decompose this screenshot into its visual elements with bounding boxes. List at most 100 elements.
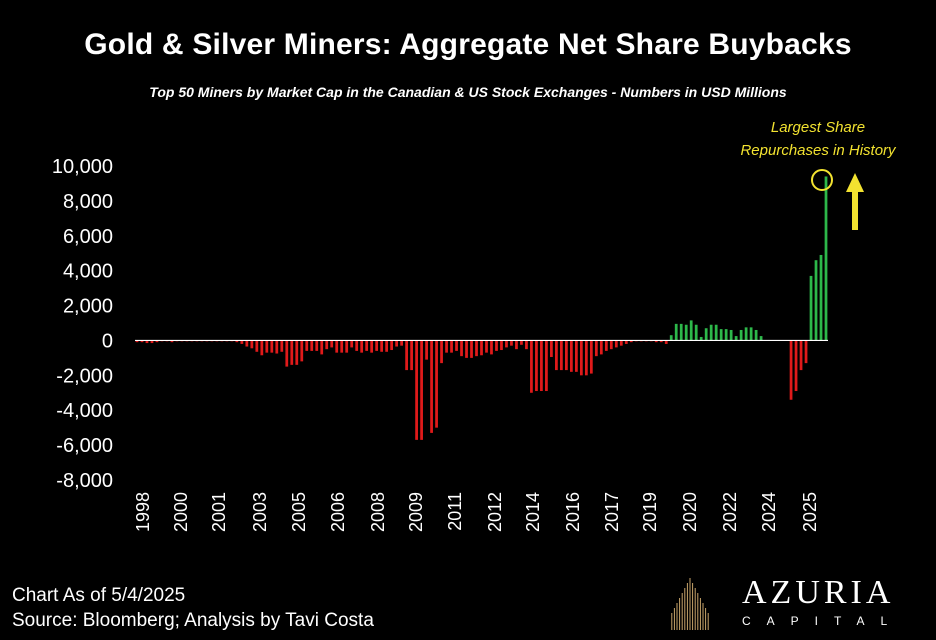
bar	[350, 340, 354, 348]
bar	[455, 340, 458, 351]
x-tick-label: 2020	[680, 492, 700, 532]
y-tick-label: -6,000	[56, 435, 113, 457]
bar	[505, 340, 508, 348]
bar	[430, 340, 433, 433]
bar	[500, 340, 503, 351]
bar	[245, 340, 249, 347]
y-tick-label: 4,000	[63, 261, 113, 283]
bar	[420, 340, 423, 440]
bar	[375, 340, 379, 351]
bar	[475, 340, 478, 357]
bar	[525, 340, 528, 350]
bar	[724, 329, 728, 341]
y-tick-label: -4,000	[56, 400, 113, 422]
bar	[520, 340, 523, 345]
chart-subtitle: Top 50 Miners by Market Cap in the Canad…	[149, 84, 787, 100]
footer-date: Chart As of 5/4/2025	[12, 585, 186, 606]
bar	[490, 340, 493, 355]
bar	[550, 340, 553, 358]
highlight-circle	[811, 169, 833, 191]
bar	[335, 340, 339, 353]
bar	[819, 254, 823, 341]
x-tick-label: 2008	[368, 492, 388, 532]
bar	[255, 340, 259, 352]
bar	[734, 336, 738, 341]
bar	[355, 340, 359, 351]
bar	[275, 340, 279, 354]
x-tick-label: 2001	[209, 492, 229, 532]
bar	[759, 336, 763, 341]
bar	[240, 340, 244, 344]
y-tick-label: -8,000	[56, 470, 113, 492]
bar	[495, 340, 498, 351]
bar	[145, 340, 149, 344]
bar	[619, 340, 623, 346]
x-tick-label: 2024	[759, 492, 779, 532]
bars	[135, 176, 828, 440]
bar	[150, 340, 154, 344]
bar	[300, 340, 304, 362]
bar	[280, 340, 284, 352]
bar	[540, 340, 543, 392]
bar	[305, 340, 309, 351]
y-tick-label: -2,000	[56, 365, 113, 387]
y-axis-ticks: 10,000 8,000 6,000 4,000 2,000 0 -2,000 -4,000 -…	[52, 156, 113, 492]
bar	[535, 340, 538, 392]
bar	[565, 340, 568, 371]
bar	[545, 340, 548, 392]
bar	[135, 340, 139, 343]
bar	[624, 340, 628, 344]
brand-sub: CAPITAL	[742, 614, 904, 628]
bar	[480, 340, 483, 356]
bar	[530, 340, 533, 393]
x-tick-label: 2011	[445, 492, 465, 531]
bar	[365, 340, 369, 351]
bar	[739, 329, 743, 341]
bar	[265, 340, 269, 353]
bar	[465, 340, 468, 358]
bar	[560, 340, 563, 371]
logo-rays	[671, 578, 709, 630]
bar	[485, 340, 488, 353]
bar	[390, 340, 394, 351]
bar	[425, 340, 428, 360]
x-tick-label: 2012	[485, 492, 505, 532]
x-tick-label: 2022	[720, 492, 740, 532]
bar	[235, 340, 239, 343]
chart-title: Gold & Silver Miners: Aggregate Net Shar…	[84, 28, 852, 61]
bar	[515, 340, 518, 350]
bar	[809, 275, 813, 341]
bar	[295, 340, 299, 365]
bar	[729, 329, 733, 341]
bar	[594, 340, 598, 357]
bar	[510, 340, 513, 346]
bar	[270, 340, 274, 353]
x-tick-label: 2003	[250, 492, 270, 532]
bar	[714, 324, 718, 341]
bar	[799, 340, 803, 371]
bar	[445, 340, 448, 353]
bar	[260, 340, 264, 356]
bar	[709, 324, 713, 341]
bar	[754, 329, 758, 341]
x-tick-label: 2017	[602, 492, 622, 532]
bar	[395, 340, 398, 347]
brand-name: AZURIA	[742, 574, 895, 611]
bar	[794, 340, 798, 392]
bar	[584, 340, 588, 376]
bar	[330, 340, 334, 348]
x-tick-label: 2005	[289, 492, 309, 532]
bar	[370, 340, 374, 353]
bar	[609, 340, 613, 350]
bar	[320, 340, 324, 355]
bar	[684, 324, 688, 341]
bar	[290, 340, 294, 365]
bar	[310, 340, 314, 351]
bar	[410, 340, 413, 371]
x-tick-label: 2014	[523, 492, 543, 532]
bar	[579, 340, 583, 376]
up-arrow-icon	[846, 173, 864, 230]
bar	[574, 340, 578, 372]
bar	[385, 340, 389, 352]
